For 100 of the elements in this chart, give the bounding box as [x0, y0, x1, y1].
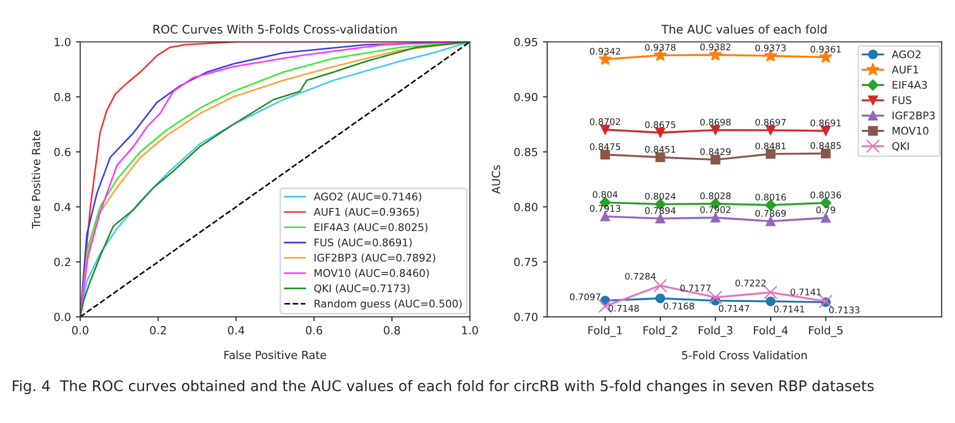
data-label: 0.8429 — [700, 148, 731, 156]
legend-label: QKI (AUC=0.7173) — [314, 284, 410, 294]
data-label: 0.7148 — [608, 304, 639, 312]
y-axis-title: AUCs — [492, 165, 500, 194]
legend-label: FUS — [892, 96, 912, 104]
point — [820, 148, 831, 158]
data-label: 0.79 — [816, 206, 836, 214]
x-axis-title: False Positive Rate — [224, 350, 326, 360]
data-label: 0.9378 — [645, 44, 676, 51]
y-tick-label: 0.80 — [514, 202, 538, 212]
data-label: 0.9361 — [810, 46, 841, 53]
x-tick-label: 0.0 — [72, 326, 88, 334]
legend-label: MOV10 (AUC=0.8460) — [314, 268, 429, 278]
x-tick-label: 0.6 — [306, 326, 322, 334]
point — [655, 214, 666, 224]
point — [655, 152, 666, 162]
data-label: 0.9342 — [590, 48, 620, 55]
data-label: 0.9373 — [755, 44, 786, 52]
data-label: 0.804 — [592, 191, 618, 198]
y-tick-label: 0.95 — [514, 38, 538, 46]
point — [600, 212, 610, 222]
data-label: 0.8475 — [590, 143, 620, 150]
point — [710, 125, 720, 135]
data-label: 0.7284 — [625, 272, 656, 280]
x-tick-label: Fold_1 — [588, 326, 622, 337]
data-label: 0.8697 — [755, 118, 786, 126]
y-tick-label: 0.2 — [54, 258, 70, 266]
legend-label: MOV10 — [892, 126, 928, 135]
point — [766, 216, 776, 226]
legend-label: AUF1 (AUC=0.9365) — [314, 208, 419, 218]
x-tick-label: 0.2 — [150, 326, 166, 334]
x-tick-label: 0.4 — [228, 326, 244, 334]
x-tick-label: 0.8 — [384, 326, 400, 334]
y-tick-label: 0.6 — [54, 148, 70, 156]
y-tick-label: 0.8 — [54, 92, 70, 102]
y-tick-label: 1.0 — [54, 38, 70, 46]
data-label: 0.8451 — [645, 146, 676, 153]
data-label: 0.7141 — [790, 288, 821, 296]
data-label: 0.7147 — [718, 304, 750, 312]
chart-title: ROC Curves With 5-Folds Cross-validation — [154, 24, 397, 34]
data-label: 0.7133 — [829, 306, 860, 314]
legend-label: Random guess (AUC=0.500) — [314, 299, 462, 310]
data-label: 0.8036 — [810, 192, 842, 198]
point — [820, 212, 831, 223]
x-tick-label: Fold_4 — [754, 326, 788, 337]
point — [766, 149, 776, 159]
legend-label: EIF4A3 (AUC=0.8025) — [314, 223, 428, 232]
point — [655, 293, 666, 304]
point — [710, 154, 720, 165]
x-tick-label: 1.0 — [462, 326, 478, 334]
y-tick-label: 0.75 — [514, 258, 538, 266]
caption: Fig. 4 The ROC curves obtained and the AUC values of each fold for circRB with 5-fold changes in seven RBP datasets — [12, 380, 874, 394]
point — [653, 278, 668, 293]
data-label: 0.7902 — [700, 206, 730, 214]
x-axis-title: 5-Fold Cross Validation — [682, 350, 807, 360]
point — [708, 290, 722, 304]
point — [710, 212, 720, 222]
data-label: 0.7097 — [570, 293, 600, 300]
point — [600, 124, 610, 135]
y-tick-label: 0.85 — [514, 148, 538, 156]
data-label: 0.7869 — [755, 210, 786, 217]
data-label: 0.8024 — [645, 192, 676, 200]
y-tick-label: 0.90 — [514, 92, 538, 102]
y-tick-label: 0.0 — [54, 312, 70, 322]
legend-label: AUF1 — [892, 66, 918, 74]
data-label: 0.7168 — [664, 302, 694, 310]
data-label: 0.8028 — [700, 192, 731, 200]
legend-label: AGO2 — [892, 50, 920, 58]
legend-label: IGF2BP3 — [892, 112, 935, 120]
point — [655, 128, 666, 138]
data-label: 0.8702 — [590, 118, 620, 126]
data-label: 0.7141 — [774, 306, 804, 312]
data-label: 0.8485 — [810, 142, 841, 149]
legend-label: IGF2BP3 (AUC=0.7892) — [314, 254, 436, 263]
x-tick-label: Fold_5 — [809, 326, 843, 337]
data-label: 0.8698 — [700, 118, 731, 126]
legend-label: QKI — [892, 142, 909, 152]
line-series — [80, 42, 470, 317]
point — [820, 126, 831, 136]
chart-title: The AUC values of each fold — [661, 24, 826, 34]
point — [766, 296, 776, 306]
y-axis-title: True Positive Rate — [32, 130, 40, 229]
x-tick-label: Fold_3 — [698, 326, 732, 337]
data-label: 0.8016 — [755, 194, 786, 201]
x-tick-label: Fold_2 — [644, 326, 677, 337]
data-label: 0.7222 — [735, 280, 766, 286]
legend-label: FUS (AUC=0.8691) — [314, 238, 412, 248]
data-label: 0.7177 — [680, 284, 711, 292]
y-tick-label: 0.70 — [514, 312, 538, 322]
point — [764, 285, 778, 300]
legend-label: EIF4A3 — [892, 80, 927, 89]
data-label: 0.7894 — [645, 207, 676, 214]
data-label: 0.8691 — [810, 119, 841, 126]
point — [766, 125, 776, 136]
y-tick-label: 0.4 — [54, 202, 71, 212]
point — [818, 294, 833, 308]
point — [600, 150, 610, 160]
legend-label: AGO2 (AUC=0.7146) — [314, 192, 422, 202]
data-label: 0.8675 — [645, 121, 676, 128]
data-label: 0.9382 — [700, 44, 730, 50]
